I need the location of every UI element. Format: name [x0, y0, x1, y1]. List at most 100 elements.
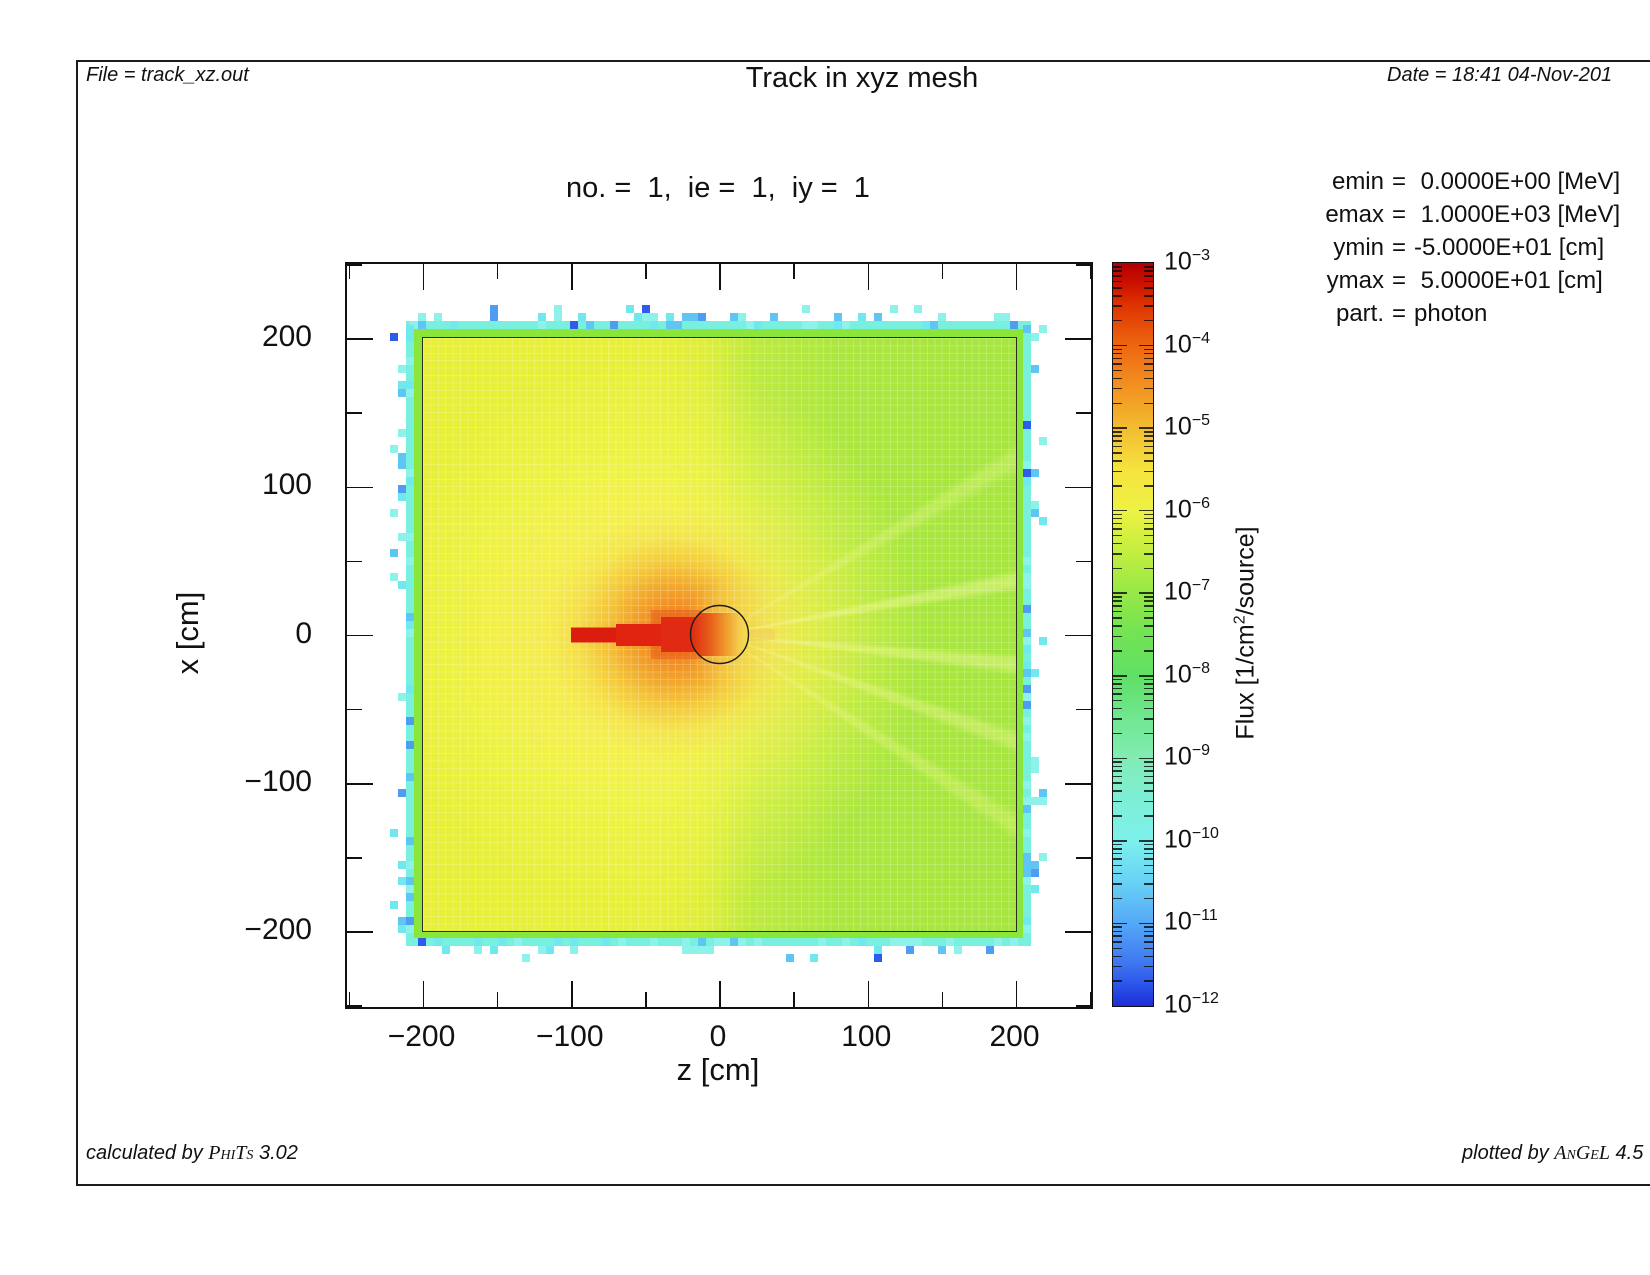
fringe-noise-cell	[1023, 661, 1031, 669]
major-tick-y	[347, 634, 373, 637]
colorbar-tick	[1113, 470, 1122, 473]
colorbar-tick	[1144, 858, 1153, 860]
fringe-noise-cell	[1023, 421, 1031, 429]
fringe-noise-cell	[890, 938, 898, 946]
colorbar-tick	[1144, 513, 1153, 516]
colorbar-tick	[1139, 840, 1153, 842]
fringe-noise-cell	[1023, 917, 1031, 925]
fringe-noise-cell	[1039, 325, 1047, 333]
fringe-noise-cell	[406, 885, 414, 893]
colorbar-tick	[1144, 470, 1153, 473]
colorbar-tick	[1144, 897, 1153, 900]
fringe-noise-cell	[1023, 701, 1031, 709]
fringe-noise-cell	[406, 773, 414, 781]
colorbar-tick	[1144, 635, 1153, 638]
major-tick-x	[719, 264, 721, 290]
colorbar-tick	[1113, 431, 1122, 433]
fringe-noise-cell	[398, 581, 406, 589]
major-tick-y	[1065, 486, 1091, 488]
colorbar-tick	[1144, 941, 1153, 943]
parameter-equals: =	[1391, 167, 1406, 195]
colorbar-tick	[1144, 567, 1153, 570]
colorbar-tick	[1113, 617, 1122, 619]
fringe-noise-cell	[398, 693, 406, 701]
colorbar-tick	[1113, 592, 1127, 594]
fringe-noise-cell	[898, 938, 906, 946]
colorbar-tick	[1144, 275, 1153, 277]
parameter-value: photon	[1414, 299, 1488, 327]
major-tick-y	[1065, 338, 1091, 340]
fringe-noise-cell	[874, 954, 882, 962]
colorbar-tick	[1113, 678, 1122, 681]
fringe-noise-cell	[1031, 869, 1039, 877]
colorbar-tick	[1113, 460, 1122, 462]
colorbar-tick	[1144, 452, 1153, 454]
fringe-noise-cell	[914, 938, 922, 946]
fringe-noise-cell	[1023, 461, 1031, 469]
fringe-noise-cell	[690, 946, 698, 954]
colorbar-tick	[1113, 935, 1122, 937]
fringe-noise-cell	[554, 938, 562, 946]
fringe-noise-cell	[650, 321, 658, 329]
fringe-noise-cell	[538, 313, 546, 321]
fringe-noise-cell	[642, 313, 650, 321]
colorbar-tick	[1144, 935, 1153, 937]
colorbar-decade-label: 10−6	[1164, 494, 1211, 523]
fringe-noise-cell	[398, 453, 406, 461]
minor-tick-y	[347, 708, 362, 711]
parameter-equals: =	[1391, 233, 1406, 261]
fringe-noise-cell	[398, 365, 406, 373]
fringe-noise-cell	[738, 313, 746, 321]
colorbar-tick	[1113, 522, 1122, 525]
colorbar-tick	[1113, 782, 1122, 784]
major-tick-y	[347, 338, 373, 340]
colorbar-decade-label: 10−5	[1164, 412, 1211, 441]
x-tick-label: −200	[387, 1020, 456, 1053]
colorbar-tick	[1113, 513, 1122, 516]
colorbar-tick	[1144, 553, 1153, 555]
colorbar-tick	[1113, 926, 1122, 928]
fringe-noise-cell	[746, 321, 754, 329]
major-tick-x	[719, 981, 721, 1007]
colorbar-tick	[1144, 460, 1153, 462]
colorbar-tick	[1144, 363, 1153, 365]
minor-tick-x	[348, 992, 351, 1007]
fringe-noise-cell	[810, 954, 818, 962]
colorbar-tick	[1113, 387, 1122, 390]
parameter-key: emax	[1325, 200, 1384, 228]
colorbar-tick	[1139, 757, 1153, 760]
colorbar-tick	[1113, 567, 1122, 570]
angel-brand: AnGeL	[1554, 1142, 1610, 1164]
colorbar-tick	[1144, 605, 1153, 607]
fringe-noise-cell	[570, 321, 578, 329]
fringe-noise-cell	[858, 938, 866, 946]
colorbar-tick	[1144, 883, 1153, 885]
colorbar-tick	[1144, 402, 1153, 404]
colorbar-tick	[1113, 840, 1127, 842]
fringe-noise-cell	[418, 938, 426, 946]
colorbar-tick	[1144, 352, 1153, 355]
fringe-noise-cell	[786, 954, 794, 962]
fringe-noise-cell	[390, 573, 398, 581]
minor-tick-x	[496, 992, 499, 1007]
fringe-noise-cell	[1023, 629, 1031, 637]
fringe-noise-cell	[1039, 637, 1047, 645]
fringe-noise-cell	[406, 477, 414, 485]
colorbar-tick	[1144, 926, 1153, 928]
colorbar-tick	[1113, 707, 1122, 710]
x-axis-title: z [cm]	[676, 1052, 760, 1087]
fringe-noise-cell	[398, 789, 406, 797]
minor-tick-y	[1076, 1005, 1091, 1007]
parameter-key: part.	[1335, 299, 1384, 327]
colorbar-tick	[1113, 635, 1122, 638]
colorbar-tick	[1139, 509, 1153, 512]
fringe-noise-cell	[406, 893, 414, 901]
fringe-noise-cell	[538, 946, 546, 954]
fringe-noise-cell	[698, 938, 706, 946]
colorbar-tick	[1113, 922, 1127, 925]
fringe-noise-cell	[682, 946, 690, 954]
fringe-noise-cell	[406, 389, 414, 397]
minor-tick-y	[1076, 560, 1091, 563]
colorbar-tick	[1144, 305, 1153, 307]
plotted-by-note: plotted by AnGeL 4.5	[1462, 1142, 1644, 1164]
